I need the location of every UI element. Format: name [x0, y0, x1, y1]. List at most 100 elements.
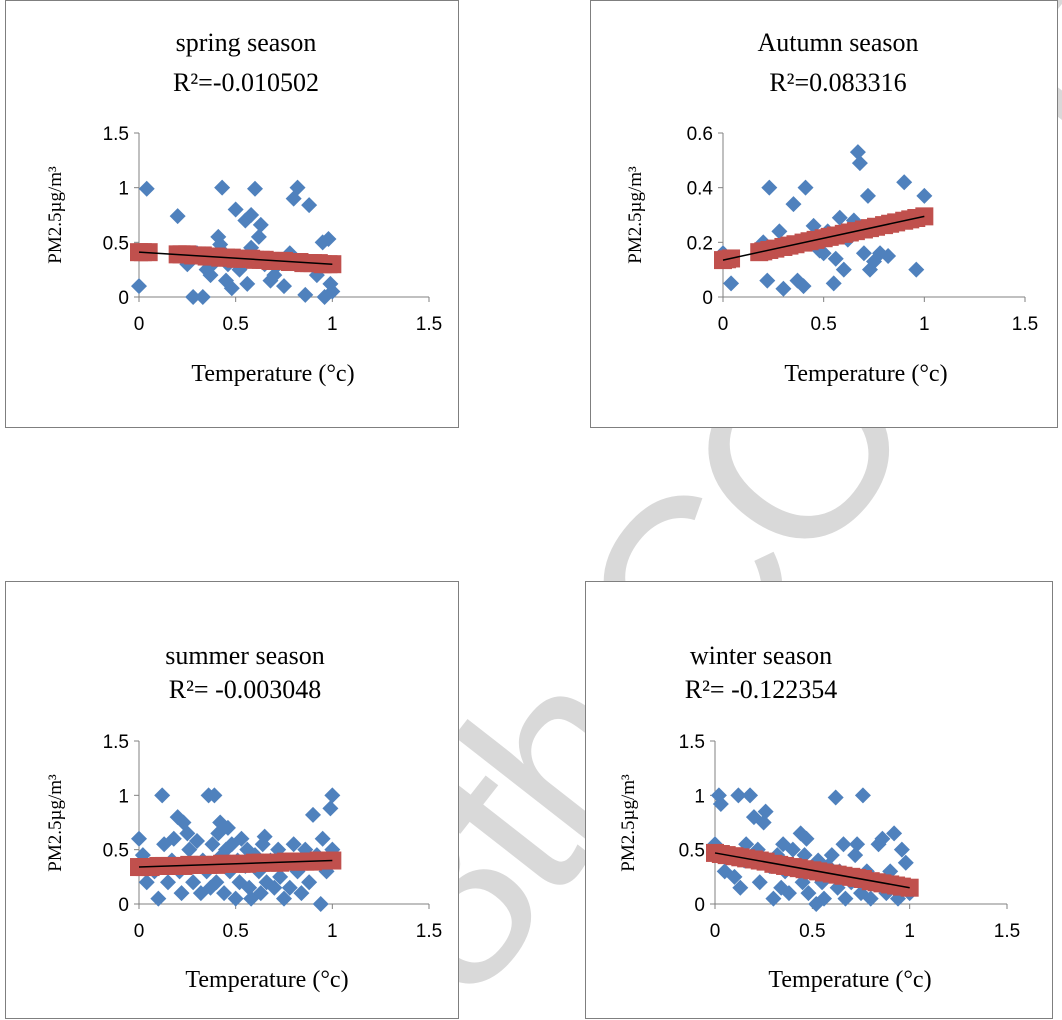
y-tick-label: 0 — [694, 895, 705, 916]
scatter-point — [784, 841, 801, 858]
scatter-point — [305, 806, 321, 823]
x-tick-label: 0.5 — [222, 921, 248, 942]
x-tick-label: 1 — [919, 314, 930, 335]
y-tick-label: 0.6 — [687, 124, 713, 145]
scatter-point — [712, 796, 729, 813]
scatter-point — [831, 209, 848, 226]
y-tick-label: 1.5 — [103, 124, 129, 145]
scatter-point — [761, 179, 778, 196]
scatter-point — [169, 208, 186, 225]
x-tick-label: 1.5 — [416, 921, 442, 942]
y-tick-label: 1 — [118, 179, 129, 200]
x-tick-label: 0 — [718, 314, 729, 335]
scatter-point — [252, 885, 269, 902]
scatter-point — [798, 830, 815, 847]
chart-autumn: Autumn season R²=0.083316 0 0.5 1 1.5 0 0.2 0.4 0… — [625, 28, 1038, 387]
scatter-point — [851, 155, 868, 172]
scatter-point — [243, 207, 260, 223]
scatter-point — [792, 825, 809, 842]
scatter-point — [870, 836, 887, 853]
y-tick-label: 0 — [118, 895, 129, 916]
chart-subtitle: R²= -0.122354 — [685, 675, 837, 704]
scatter-point — [179, 825, 196, 842]
scatter-point — [233, 830, 250, 847]
scatter-point — [216, 885, 233, 902]
scatter-point — [827, 250, 844, 267]
scatter-point — [716, 863, 733, 880]
scatter-point — [301, 197, 318, 214]
x-tick-label: 1 — [327, 314, 338, 335]
scatter-point — [160, 874, 176, 891]
chart-panel-summer: summer season R²= -0.003048 0 0.5 1 1.5 0 0.5 1 1… — [5, 581, 459, 1019]
scatter-point — [165, 830, 182, 847]
scatter-point — [192, 885, 209, 902]
scatter-point — [223, 280, 240, 297]
scatter-point — [218, 841, 234, 858]
scatter-point — [181, 841, 198, 858]
x-tick-label: 0 — [134, 921, 145, 942]
y-tick-label: 0.2 — [687, 233, 713, 254]
chart-panel-autumn: Autumn season R²=0.083316 0 0.5 1 1.5 0 0.2 0.4 0… — [590, 0, 1058, 428]
scatter-point — [272, 868, 289, 885]
scatter-point — [916, 187, 933, 204]
scatter-point — [726, 868, 743, 885]
scatter-point — [131, 278, 147, 295]
y-tick-label: 0.5 — [103, 233, 129, 254]
scatter-point — [897, 854, 914, 871]
scatter-point — [324, 283, 341, 300]
scatter-point — [266, 879, 283, 896]
scatter-point — [194, 289, 211, 305]
x-tick-label: 1 — [327, 921, 338, 942]
chart-title: spring season — [176, 28, 317, 57]
scatter-point — [173, 885, 190, 902]
scatter-point — [314, 830, 331, 847]
x-axis-label: Temperature (°c) — [185, 967, 348, 993]
scatter-point — [312, 896, 329, 912]
chart-title: winter season — [690, 641, 832, 670]
chart-panel-spring: spring season R²=-0.010502 0 0.5 1 1.5 0 0.5 1 1.… — [5, 0, 459, 428]
scatter-point — [138, 874, 155, 891]
scatter-point — [138, 180, 155, 197]
scatter-point — [835, 836, 852, 853]
scatter-point — [789, 272, 806, 289]
scatter-point — [815, 245, 832, 262]
x-tick-label: 0.5 — [222, 314, 248, 335]
trend-line — [138, 251, 333, 265]
scatter-point — [202, 267, 219, 284]
scatter-point — [823, 847, 840, 864]
scatter-point — [293, 885, 310, 902]
scatter-point — [227, 890, 244, 907]
scatter-point — [825, 275, 842, 292]
scatter-point — [214, 179, 231, 196]
x-tick-label: 1.5 — [416, 314, 442, 335]
x-tick-label: 1 — [904, 921, 915, 942]
x-axis-label: Temperature (°c) — [191, 361, 354, 387]
trend-line — [714, 852, 910, 889]
scatter-point — [751, 874, 768, 891]
y-axis-label: PM2.5µg/m³ — [45, 774, 66, 872]
scatter-point — [829, 879, 846, 896]
scatter-point — [882, 863, 899, 880]
scatter-point — [239, 275, 256, 292]
chart-subtitle: R²=0.083316 — [769, 68, 906, 97]
scatter-point — [859, 187, 876, 204]
x-tick-label: 0 — [134, 314, 145, 335]
fitted-point — [915, 207, 934, 226]
x-tick-label: 1.5 — [1012, 314, 1038, 335]
scatter-point — [795, 278, 812, 295]
x-tick-label: 1.5 — [994, 921, 1020, 942]
scatter-point — [247, 180, 263, 197]
scatter-point — [827, 789, 844, 806]
chart-title: summer season — [165, 641, 325, 670]
scatter-point — [150, 890, 167, 907]
scatter-point — [757, 803, 774, 820]
scatter-point — [785, 196, 802, 213]
scatter-point — [759, 272, 776, 289]
scatter-point — [154, 787, 171, 804]
chart-winter: winter season R²= -0.122354 0 0.5 1 1.5 0 0.5 1 1… — [618, 641, 1020, 993]
scatter-point — [872, 245, 889, 262]
x-axis-label: Temperature (°c) — [768, 967, 931, 993]
scatter-point — [324, 787, 341, 804]
scatter-point — [742, 787, 759, 804]
scatter-point — [185, 289, 202, 305]
